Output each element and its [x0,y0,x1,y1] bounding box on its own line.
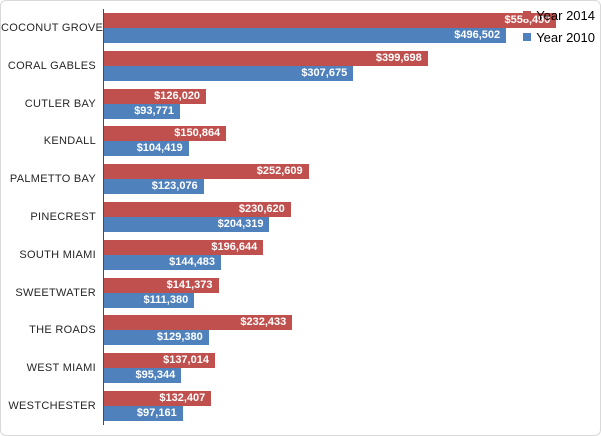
bar-group: $196,644 $144,483 [104,239,590,270]
bar-group: $232,433 $129,380 [104,315,590,346]
bar-row: COCONUT GROVE $558,490 $496,502 [1,12,590,43]
bar-value-label: $93,771 [134,104,174,117]
bar-value-label: $95,344 [135,369,176,382]
legend-item-2010: Year 2010 [523,29,595,45]
bar-value-label: $111,380 [143,293,189,306]
bar-value-label: $230,620 [238,202,285,215]
bar-row: SOUTH MIAMI $196,644 $144,483 [1,239,590,270]
bar-group: $230,620 $204,319 [104,201,590,232]
bar-value-label: $496,502 [454,28,501,41]
bar-year-2014: $141,373 [104,277,219,293]
bar-year-2014: $399,698 [104,50,428,66]
legend-item-2014: Year 2014 [523,7,595,23]
bar-row: SWEETWATER $141,373 $111,380 [1,277,590,308]
bar-year-2010: $97,161 [104,406,183,422]
bar-value-label: $104,419 [136,142,183,155]
bar-year-2014: $252,609 [104,164,309,180]
bar-value-label: $150,864 [174,127,221,140]
bar-row: PINECREST $230,620 $204,319 [1,201,590,232]
category-label: SWEETWATER [15,286,96,299]
legend-swatch-2014-icon [523,11,532,19]
legend: Year 2014 Year 2010 [523,7,595,45]
bar-value-label: $97,161 [136,407,177,420]
bar-row: KENDALL $150,864 $104,419 [1,126,590,157]
bar-value-label: $141,373 [166,278,213,291]
category-label: CORAL GABLES [7,59,96,72]
bar-group: $399,698 $307,675 [104,50,590,81]
bar-row: CORAL GABLES $399,698 $307,675 [1,50,590,81]
bar-year-2010: $95,344 [104,368,182,384]
bar-value-label: $126,020 [154,89,201,102]
category-label: KENDALL [43,135,96,148]
bar-year-2010: $307,675 [104,65,354,81]
bar-row: THE ROADS $232,433 $129,380 [1,315,590,346]
category-label: SOUTH MIAMI [19,248,96,261]
bar-year-2010: $144,483 [104,254,222,270]
bar-row: WEST MIAMI $137,014 $95,344 [1,353,590,384]
bar-year-2010: $111,380 [104,292,195,308]
bar-value-label: $196,644 [211,240,258,253]
bar-group: $137,014 $95,344 [104,353,590,384]
bar-year-2010: $496,502 [104,27,507,43]
bar-year-2014: $232,433 [104,315,293,331]
category-label: PINECREST [30,210,96,223]
bar-value-label: $252,609 [256,165,303,178]
bar-year-2014: $558,490 [104,12,557,28]
bar-value-label: $558,490 [504,13,551,26]
category-label: CUTLER BAY [24,97,96,110]
bar-value-label: $132,407 [159,392,206,405]
bar-group: $132,407 $97,161 [104,391,590,422]
bar-year-2014: $150,864 [104,126,227,142]
bar-year-2010: $129,380 [104,330,209,346]
category-label: THE ROADS [29,324,96,337]
bar-year-2014: $126,020 [104,88,207,104]
bar-value-label: $144,483 [169,255,216,268]
bar-year-2014: $230,620 [104,201,291,217]
legend-swatch-2010-icon [523,33,532,41]
bar-row: PALMETTO BAY $252,609 $123,076 [1,164,590,195]
y-axis-line [103,9,104,425]
bar-group: $150,864 $104,419 [104,126,590,157]
bar-year-2010: $123,076 [104,179,204,195]
bar-year-2014: $132,407 [104,391,212,407]
bar-value-label: $123,076 [151,180,198,193]
bar-value-label: $137,014 [163,354,209,367]
plot-area: COCONUT GROVE $558,490 $496,502 CORAL GABLE… [1,9,590,425]
bar-value-label: $399,698 [375,51,422,64]
bar-group: $558,490 $496,502 [104,12,590,43]
category-label: PALMETTO BAY [9,173,96,186]
bar-value-label: $232,433 [240,316,287,329]
bar-group: $141,373 $111,380 [104,277,590,308]
bar-year-2010: $204,319 [104,216,270,232]
bar-value-label: $204,319 [217,217,264,230]
bar-row: CUTLER BAY $126,020 $93,771 [1,88,590,119]
bar-year-2010: $104,419 [104,141,189,157]
bar-value-label: $129,380 [156,331,203,344]
bar-row: WESTCHESTER $132,407 $97,161 [1,391,590,422]
bar-year-2014: $137,014 [104,353,215,369]
bar-group: $252,609 $123,076 [104,164,590,195]
legend-label-2010: Year 2010 [536,29,595,45]
bar-year-2010: $93,771 [104,103,180,119]
legend-label-2014: Year 2014 [536,7,595,23]
category-label: WEST MIAMI [26,362,96,375]
bar-group: $126,020 $93,771 [104,88,590,119]
category-label: WESTCHESTER [8,400,96,413]
bar-year-2014: $196,644 [104,239,264,255]
category-label: COCONUT GROVE [1,21,104,34]
bar-value-label: $307,675 [301,66,348,79]
